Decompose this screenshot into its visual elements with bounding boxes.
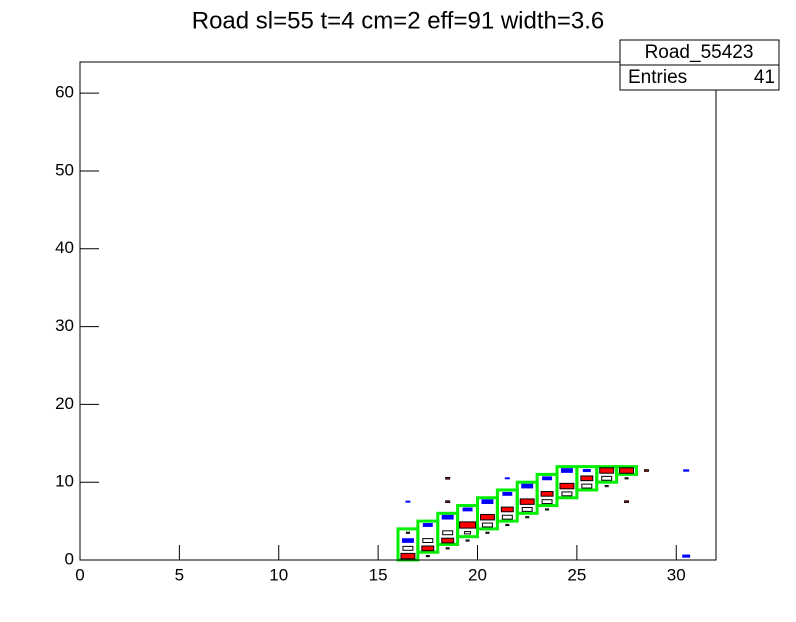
x-tick-label: 15	[369, 565, 388, 584]
cell-box	[445, 547, 450, 550]
chart-title: Road sl=55 t=4 cm=2 eff=91 width=3.6	[192, 7, 605, 34]
cell-box	[442, 530, 454, 536]
cell-box	[521, 483, 534, 489]
cell-box	[624, 500, 630, 503]
cell-box	[405, 500, 411, 503]
cell-box	[425, 555, 430, 558]
cell-box	[445, 477, 451, 480]
cell-box	[545, 508, 550, 511]
cell-box	[441, 537, 455, 544]
cell-box	[683, 469, 690, 472]
cell-box	[540, 491, 554, 497]
x-tick-label: 30	[667, 565, 686, 584]
cell-box	[465, 539, 470, 542]
y-tick-label: 50	[55, 160, 74, 179]
cell-box	[505, 523, 510, 527]
x-tick-label: 0	[75, 565, 84, 584]
cell-box	[481, 522, 493, 528]
cell-box	[542, 476, 553, 481]
x-tick-label: 5	[175, 565, 184, 584]
cell-box	[400, 552, 416, 560]
cell-box	[519, 498, 535, 505]
cell-box	[504, 477, 510, 480]
cell-box	[521, 506, 533, 512]
cell-box	[479, 513, 495, 521]
cell-box	[422, 538, 434, 543]
cell-box	[561, 491, 573, 497]
stats-name: Road_55423	[645, 42, 754, 63]
cell-box	[604, 484, 609, 488]
x-tick-label: 25	[567, 565, 586, 584]
frame	[79, 61, 717, 561]
x-tick-label: 10	[269, 565, 288, 584]
cell-box	[560, 468, 573, 473]
cell-box	[601, 475, 613, 481]
cell-box	[485, 531, 490, 534]
cell-box	[459, 521, 477, 529]
cell-box	[402, 545, 414, 551]
cell-box	[580, 475, 594, 482]
cell-box	[581, 483, 593, 489]
cell-box	[422, 523, 433, 527]
stats-label: Entries	[628, 67, 687, 88]
cell-box	[462, 507, 473, 512]
cell-box	[405, 531, 410, 534]
cell-box	[559, 482, 575, 490]
cell-box	[464, 531, 472, 535]
cell-box	[481, 499, 494, 504]
cell-box	[421, 545, 435, 552]
y-tick-label: 40	[55, 238, 74, 257]
y-tick-label: 30	[55, 316, 74, 335]
cell-box	[445, 500, 451, 503]
y-tick-label: 20	[55, 394, 74, 413]
cell-box	[682, 554, 691, 558]
cell-box	[502, 491, 513, 496]
x-tick-label: 20	[468, 565, 487, 584]
cell-box	[643, 469, 649, 472]
cell-box	[541, 499, 553, 505]
road-box	[615, 465, 638, 476]
y-tick-label: 10	[55, 472, 74, 491]
cell-box	[525, 516, 530, 519]
y-tick-label: 60	[55, 83, 74, 102]
stats-value: 41	[754, 67, 775, 88]
cell-box	[501, 514, 513, 520]
cell-box	[500, 506, 514, 513]
cell-box	[599, 467, 615, 474]
cell-box	[582, 468, 591, 473]
cell-box	[401, 538, 414, 543]
cell-box	[619, 467, 635, 474]
plot-area	[396, 465, 691, 562]
y-tick-label: 0	[65, 549, 74, 568]
cell-box	[624, 477, 629, 480]
cell-box	[441, 514, 454, 520]
